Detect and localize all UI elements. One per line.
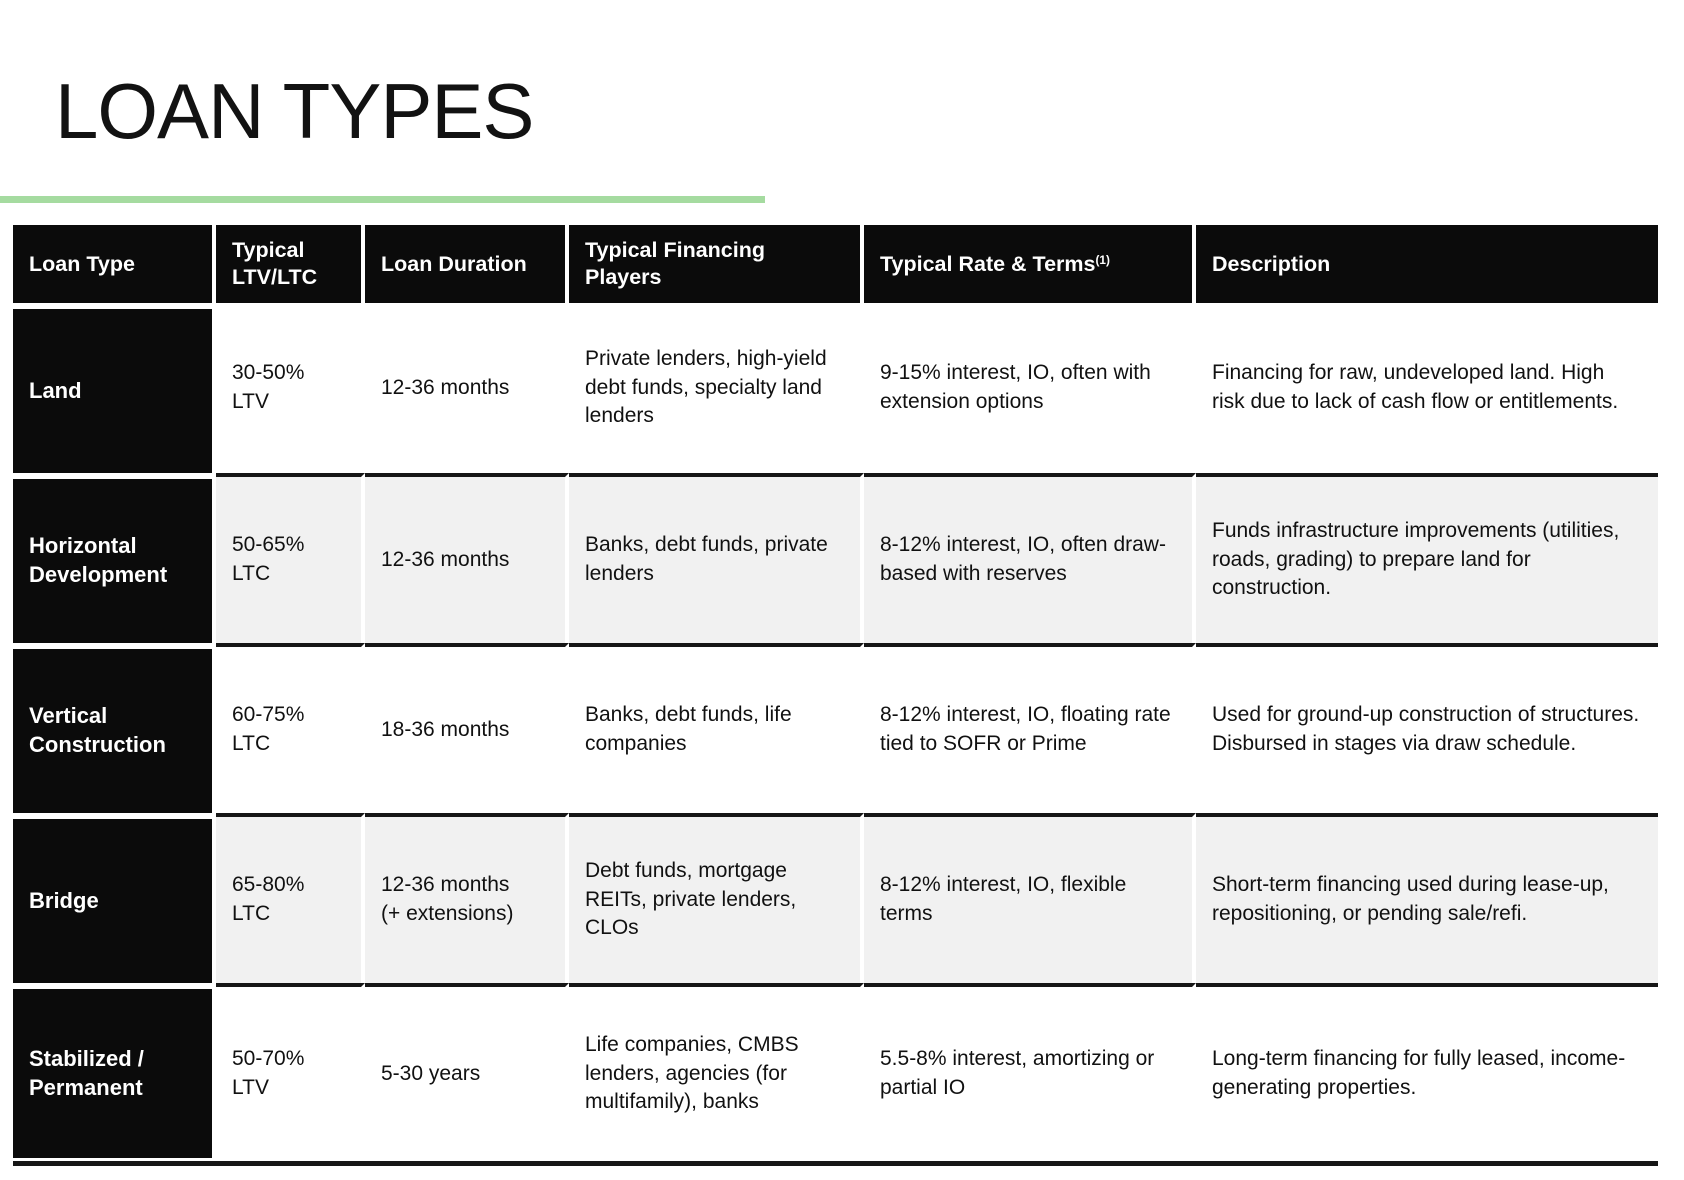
column-header-players: Typical Financing Players [569,225,864,303]
cell-players: Private lenders, high-yield debt funds, … [569,303,864,473]
loan-types-table: Loan Type Typical LTV/LTC Loan Duration … [13,225,1658,1166]
cell-duration: 5-30 years [365,983,569,1161]
cell-duration: 18-36 months [365,643,569,813]
cell-rate-terms: 8-12% interest, IO, floating rate tied t… [864,643,1196,813]
cell-description: Financing for raw, undeveloped land. Hig… [1196,303,1658,473]
cell-ltv-ltc: 50-70% LTV [216,983,365,1161]
cell-duration: 12-36 months [365,473,569,643]
cell-players: Banks, debt funds, private lenders [569,473,864,643]
cell-duration: 12-36 months [365,303,569,473]
column-header-rate-terms: Typical Rate & Terms(1) [864,225,1196,303]
cell-players: Banks, debt funds, life companies [569,643,864,813]
cell-rate-terms: 8-12% interest, IO, flexible terms [864,813,1196,983]
cell-ltv-ltc: 65-80% LTC [216,813,365,983]
column-header-loan-type: Loan Type [13,225,216,303]
cell-loan-type: Vertical Construction [13,643,216,813]
column-header-duration: Loan Duration [365,225,569,303]
cell-loan-type: Land [13,303,216,473]
cell-description: Used for ground-up construction of struc… [1196,643,1658,813]
column-header-ltv-ltc: Typical LTV/LTC [216,225,365,303]
cell-rate-terms: 8-12% interest, IO, often draw-based wit… [864,473,1196,643]
page-title: LOAN TYPES [55,67,534,155]
cell-loan-type: Bridge [13,813,216,983]
cell-description: Long-term financing for fully leased, in… [1196,983,1658,1161]
cell-duration: 12-36 months (+ extensions) [365,813,569,983]
cell-ltv-ltc: 50-65% LTC [216,473,365,643]
column-header-description: Description [1196,225,1658,303]
cell-loan-type: Stabilized / Permanent [13,983,216,1161]
cell-players: Debt funds, mortgage REITs, private lend… [569,813,864,983]
cell-ltv-ltc: 60-75% LTC [216,643,365,813]
cell-players: Life companies, CMBS lenders, agencies (… [569,983,864,1161]
cell-ltv-ltc: 30-50% LTV [216,303,365,473]
cell-description: Funds infrastructure improvements (utili… [1196,473,1658,643]
title-accent-bar [0,196,765,203]
cell-loan-type: Horizontal Development [13,473,216,643]
cell-rate-terms: 9-15% interest, IO, often with extension… [864,303,1196,473]
cell-description: Short-term financing used during lease-u… [1196,813,1658,983]
cell-rate-terms: 5.5-8% interest, amortizing or partial I… [864,983,1196,1161]
footnote-marker: (1) [1095,252,1110,267]
